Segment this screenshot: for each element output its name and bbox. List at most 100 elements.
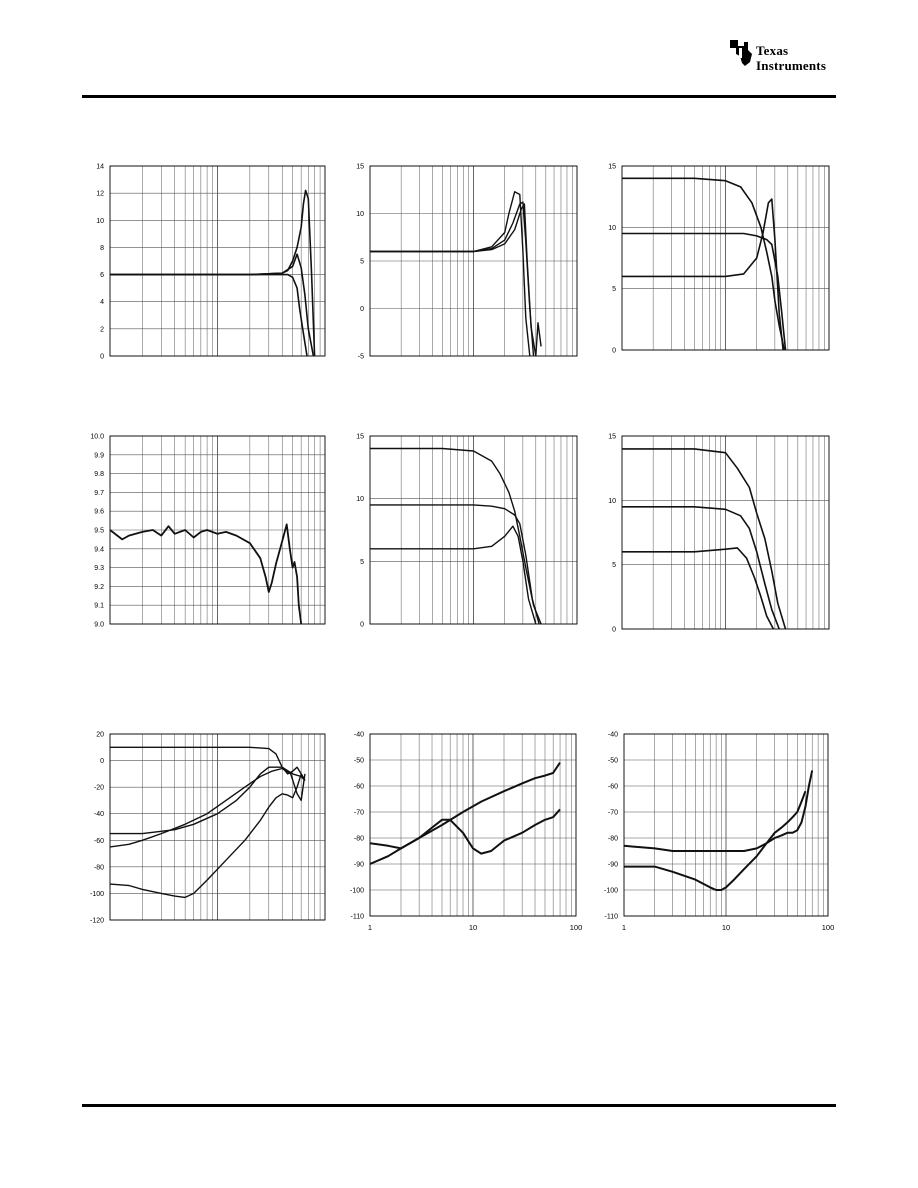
x-tick-label: 1	[622, 923, 626, 932]
y-tick-label: 0	[612, 348, 616, 355]
y-tick-label: 12	[96, 191, 104, 198]
plot-frame	[369, 165, 578, 357]
series-line-3	[370, 203, 542, 356]
series-line-3	[622, 547, 775, 629]
y-tick-label: 15	[608, 164, 616, 171]
series-line-1	[110, 523, 303, 624]
y-tick-label: 10	[356, 211, 364, 218]
y-tick-label: 9.1	[94, 603, 104, 610]
y-tick-label: -70	[354, 810, 364, 817]
series-line-2	[370, 201, 535, 356]
x-tick-label: 10	[722, 923, 730, 932]
grid	[622, 435, 829, 630]
grid	[370, 435, 577, 625]
y-tick-label: 10	[96, 218, 104, 225]
grid	[110, 733, 325, 921]
series-line-2	[622, 232, 787, 350]
y-tick-label: 20	[96, 732, 104, 739]
plot-frame	[109, 165, 326, 357]
y-tick-label: 0	[100, 354, 104, 361]
series-line-2	[110, 273, 308, 356]
plot-frame	[109, 733, 326, 921]
y-tick-label: 15	[356, 164, 364, 171]
y-tick-label: -80	[94, 864, 104, 871]
plot-frame	[369, 733, 577, 917]
grid	[370, 733, 576, 917]
x-tick-labels: 1 10 100	[622, 923, 834, 932]
y-tick-label: -40	[94, 811, 104, 818]
y-tick-labels: -120 -100 -80 -60 -40 -20 0 20	[90, 732, 104, 925]
y-tick-label: 6	[100, 272, 104, 279]
grid	[624, 733, 828, 917]
chart-1: 0 2 4 6 8 10 12 14	[96, 164, 326, 361]
y-tick-label: 5	[612, 286, 616, 293]
y-tick-label: -60	[94, 838, 104, 845]
y-tick-label: 0	[360, 622, 364, 629]
chart-2: -5 0 5 10 15	[356, 164, 578, 361]
x-tick-label: 100	[570, 923, 583, 932]
grid	[622, 165, 829, 351]
y-tick-label: -5	[358, 354, 364, 361]
y-tick-label: 10	[608, 498, 616, 505]
series-line-1	[622, 448, 787, 629]
y-tick-label: 8	[100, 245, 104, 252]
y-tick-label: 0	[612, 627, 616, 634]
y-tick-label: 0	[100, 758, 104, 765]
y-tick-label: 9.2	[94, 584, 104, 591]
chart-6: 0 5 10 15	[608, 434, 830, 634]
y-tick-label: -100	[350, 888, 364, 895]
y-tick-label: -80	[354, 836, 364, 843]
y-tick-label: -70	[608, 810, 618, 817]
y-tick-label: 9.8	[94, 471, 104, 478]
series-line-2	[370, 808, 561, 855]
header-rule	[82, 95, 836, 98]
y-tick-label: -20	[94, 785, 104, 792]
y-tick-label: 9.4	[94, 546, 104, 553]
series-line-1	[370, 447, 542, 624]
y-tick-labels: -110 -100 -90 -80 -70 -60 -50 -40	[350, 732, 364, 921]
y-tick-labels: 0 5 10 15	[608, 164, 616, 355]
y-tick-label: -110	[351, 914, 365, 921]
series-line-1	[370, 191, 531, 356]
y-tick-label: 9.0	[94, 622, 104, 629]
series-line-1	[622, 177, 786, 350]
x-tick-label: 10	[469, 923, 477, 932]
y-tick-label: -110	[605, 914, 619, 921]
y-tick-labels: 0 5 10 15	[356, 434, 364, 629]
series-line-3	[110, 767, 306, 848]
x-tick-label: 1	[368, 923, 372, 932]
chart-5: 0 5 10 15	[356, 434, 578, 629]
y-tick-labels: -5 0 5 10 15	[356, 164, 364, 361]
y-tick-label: -40	[354, 732, 364, 739]
series-line-1	[624, 770, 814, 852]
y-tick-label: 5	[360, 559, 364, 566]
y-tick-label: -100	[604, 888, 618, 895]
y-tick-labels: 9.0 9.1 9.2 9.3 9.4 9.5 9.6 9.7 9.8 9.9 10.0	[90, 434, 104, 629]
series-line-3	[110, 253, 315, 356]
y-tick-label: 9.9	[94, 452, 104, 459]
y-tick-labels: 0 2 4 6 8 10 12 14	[96, 164, 104, 361]
y-tick-label: -120	[90, 918, 104, 925]
y-tick-label: 5	[360, 259, 364, 266]
ti-logo: Texas Instruments	[728, 36, 838, 76]
grid	[110, 435, 325, 625]
series-line-2	[622, 506, 780, 629]
x-tick-label: 100	[822, 923, 835, 932]
chart-4: 9.0 9.1 9.2 9.3 9.4 9.5 9.6 9.7 9.8 9.9 10.0	[90, 434, 326, 629]
plot-frame	[621, 435, 830, 630]
y-tick-label: 15	[608, 434, 616, 441]
y-tick-label: -40	[608, 732, 618, 739]
series-line-2	[110, 766, 306, 835]
series-line-3	[622, 198, 784, 350]
y-tick-label: 4	[100, 299, 104, 306]
y-tick-label: -50	[354, 758, 364, 765]
y-tick-label: 14	[96, 164, 104, 171]
y-tick-labels: -110 -100 -90 -80 -70 -60 -50 -40	[604, 732, 618, 921]
y-tick-label: 2	[100, 326, 104, 333]
grid	[370, 165, 577, 357]
y-tick-label: -50	[608, 758, 618, 765]
series-line-2	[370, 504, 540, 624]
y-tick-label: -100	[90, 891, 104, 898]
series-line-1	[110, 746, 306, 781]
y-tick-label: 9.5	[94, 528, 104, 535]
